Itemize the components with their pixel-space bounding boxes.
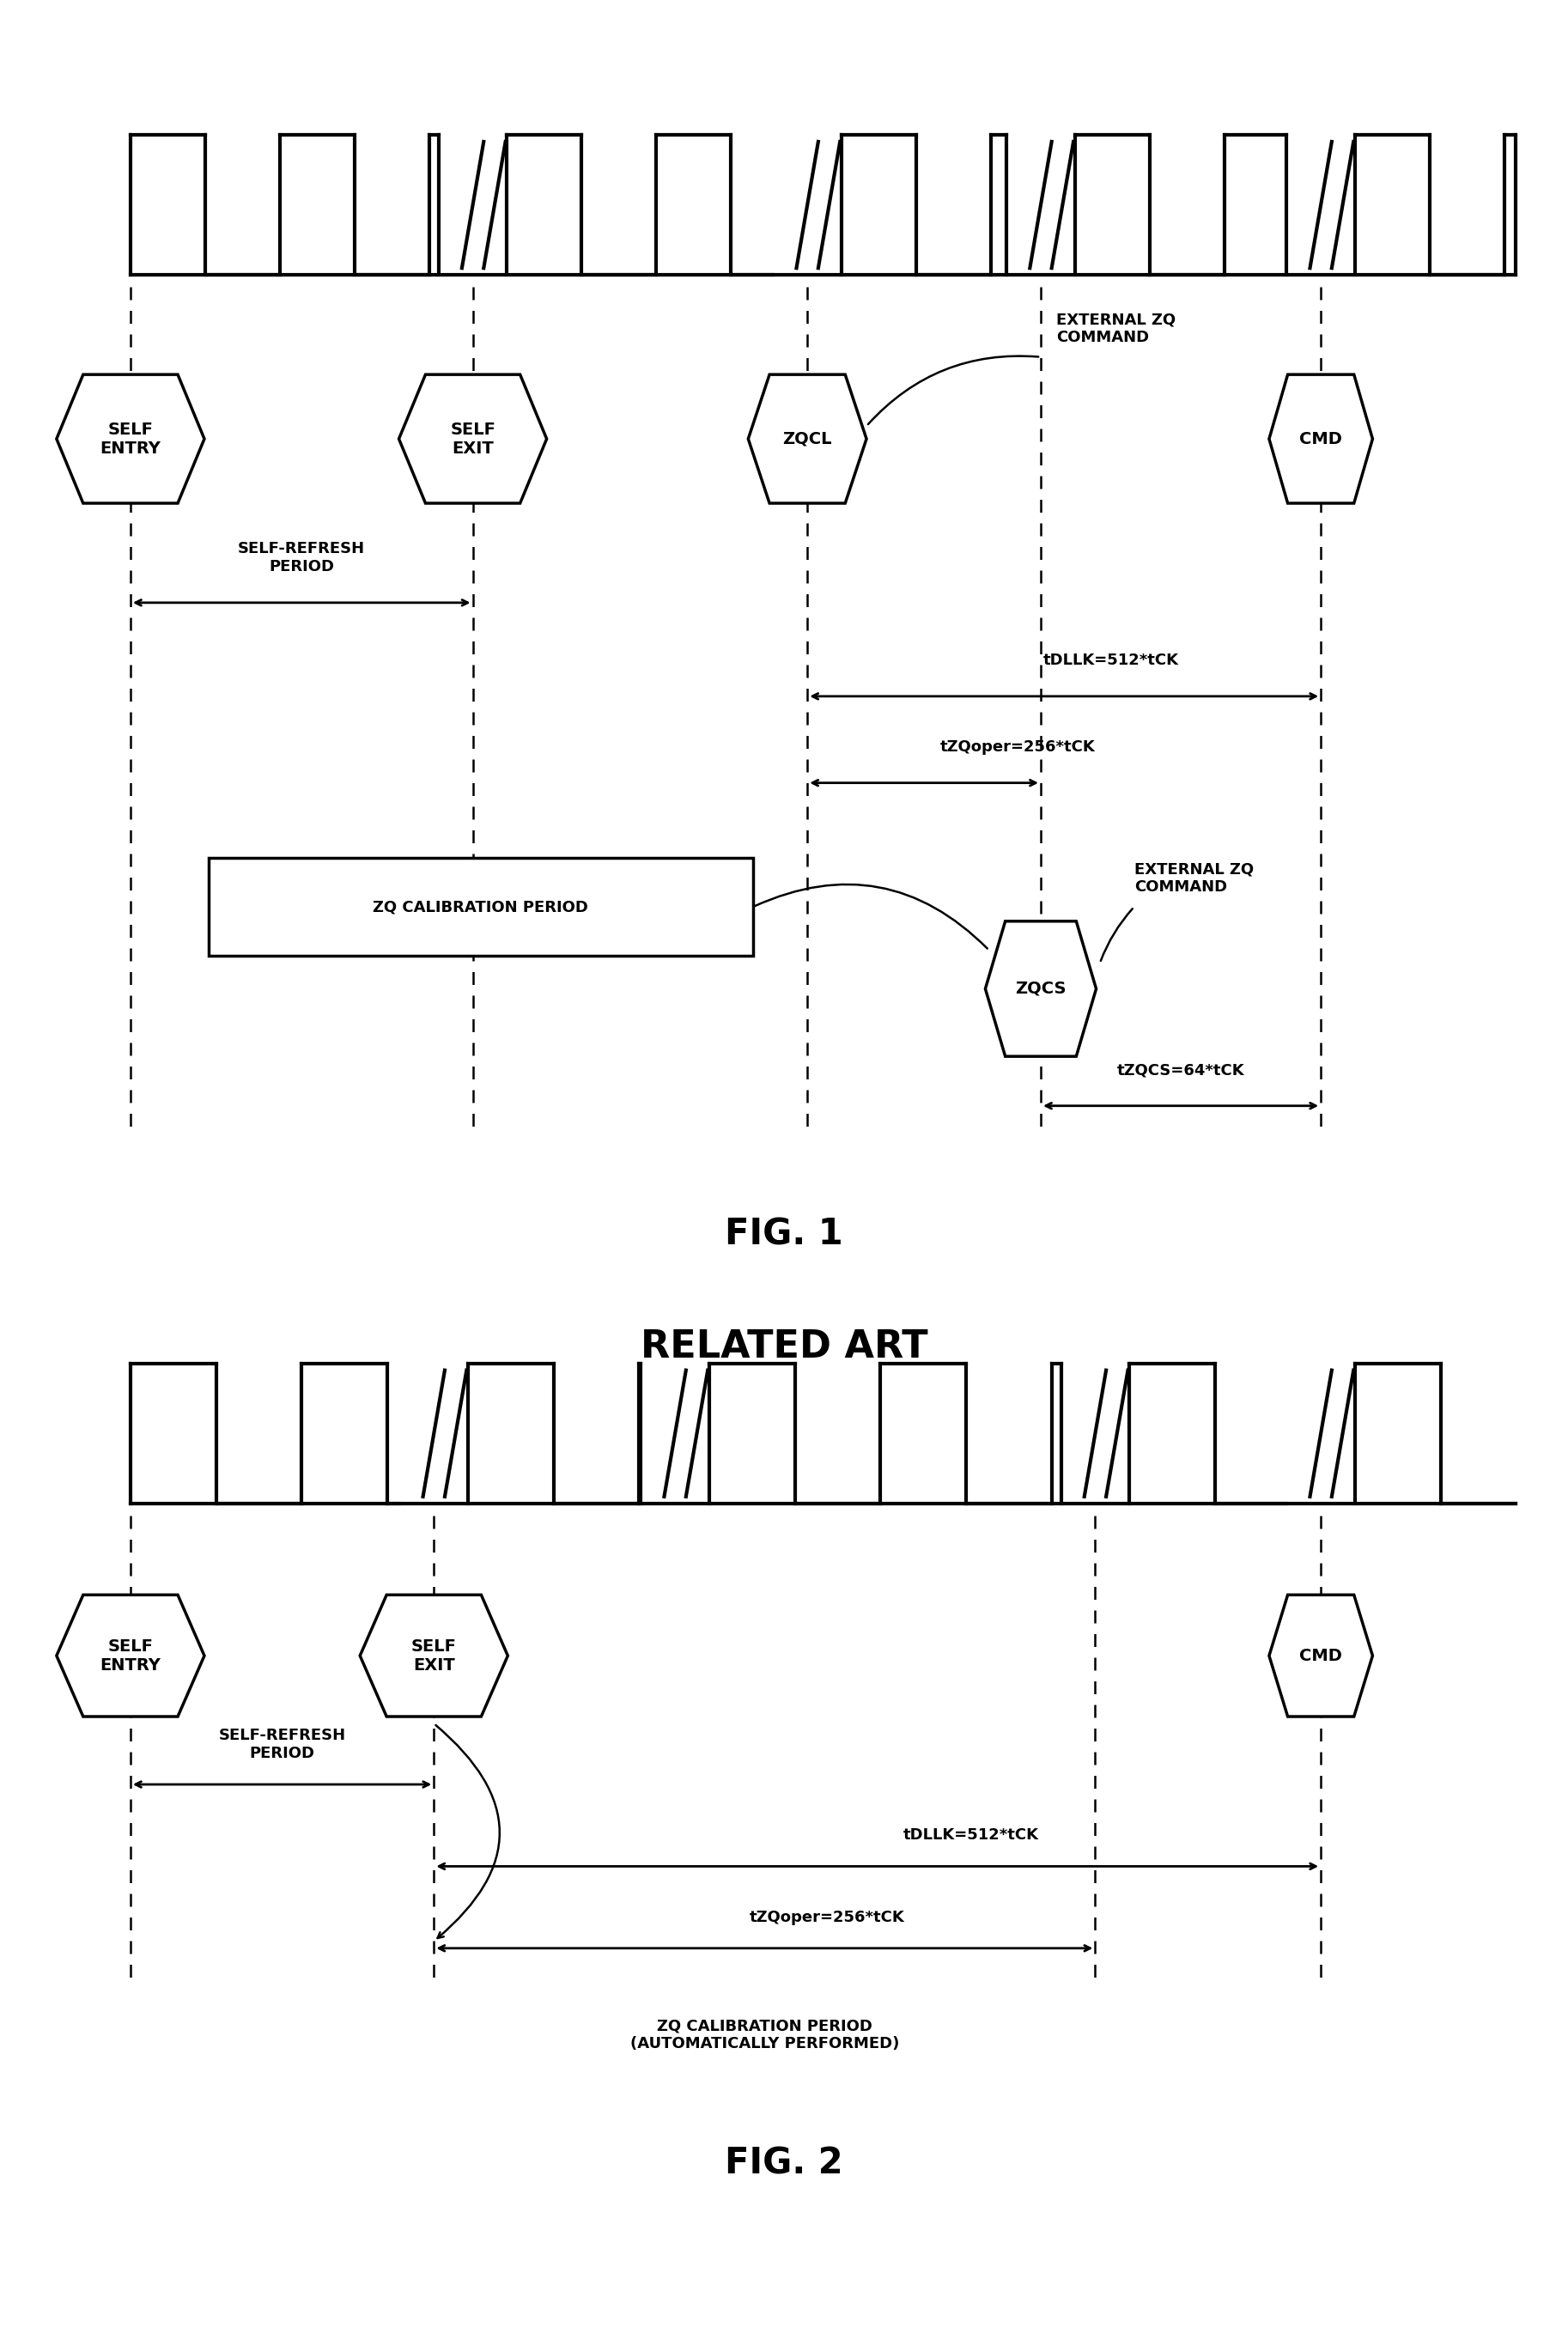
- Text: tZQoper=256*tCK: tZQoper=256*tCK: [939, 739, 1094, 755]
- FancyBboxPatch shape: [209, 858, 753, 955]
- Polygon shape: [1269, 374, 1372, 503]
- Text: tZQoper=256*tCK: tZQoper=256*tCK: [750, 1910, 905, 1924]
- Text: ZQCL: ZQCL: [782, 430, 833, 447]
- Text: tDLLK=512*tCK: tDLLK=512*tCK: [1043, 654, 1179, 668]
- Text: ZQ CALIBRATION PERIOD
(AUTOMATICALLY PERFORMED): ZQ CALIBRATION PERIOD (AUTOMATICALLY PER…: [630, 2018, 898, 2051]
- Text: ZQ CALIBRATION PERIOD: ZQ CALIBRATION PERIOD: [373, 898, 588, 915]
- Text: SELF-REFRESH
PERIOD: SELF-REFRESH PERIOD: [238, 541, 365, 574]
- Text: EXTERNAL ZQ
COMMAND: EXTERNAL ZQ COMMAND: [1057, 313, 1176, 346]
- Text: RELATED ART: RELATED ART: [640, 1329, 928, 1364]
- Polygon shape: [398, 374, 547, 503]
- Text: CMD: CMD: [1300, 1646, 1342, 1663]
- Text: FIG. 2: FIG. 2: [724, 2145, 844, 2183]
- Text: SELF
EXIT: SELF EXIT: [450, 421, 495, 456]
- Text: SELF
EXIT: SELF EXIT: [411, 1637, 456, 1672]
- Text: CMD: CMD: [1300, 430, 1342, 447]
- Polygon shape: [56, 1595, 204, 1717]
- Polygon shape: [985, 922, 1096, 1056]
- Text: tZQCS=64*tCK: tZQCS=64*tCK: [1116, 1063, 1245, 1077]
- Text: FIG. 1: FIG. 1: [724, 1216, 844, 1254]
- Text: SELF
ENTRY: SELF ENTRY: [100, 421, 162, 456]
- Text: EXTERNAL ZQ
COMMAND: EXTERNAL ZQ COMMAND: [1134, 861, 1253, 896]
- Polygon shape: [56, 374, 204, 503]
- Polygon shape: [361, 1595, 508, 1717]
- Text: ZQCS: ZQCS: [1014, 981, 1066, 997]
- Text: SELF
ENTRY: SELF ENTRY: [100, 1637, 162, 1672]
- Text: tDLLK=512*tCK: tDLLK=512*tCK: [903, 1828, 1038, 1844]
- Polygon shape: [748, 374, 867, 503]
- Text: SELF-REFRESH
PERIOD: SELF-REFRESH PERIOD: [218, 1729, 347, 1762]
- Polygon shape: [1269, 1595, 1372, 1717]
